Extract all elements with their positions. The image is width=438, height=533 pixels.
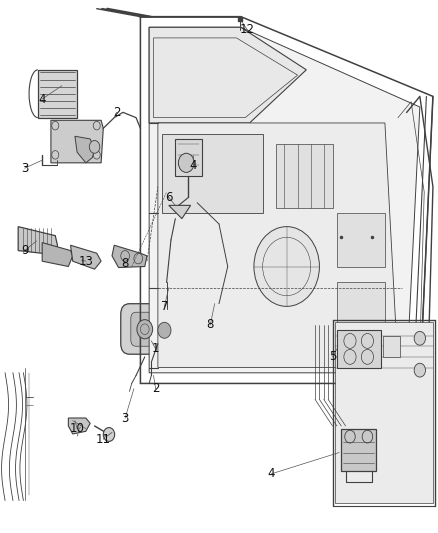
- Text: 8: 8: [207, 319, 214, 332]
- Text: 4: 4: [189, 159, 197, 172]
- Text: 7: 7: [161, 300, 168, 313]
- Polygon shape: [71, 245, 101, 269]
- Text: 3: 3: [21, 161, 28, 175]
- Circle shape: [254, 227, 319, 306]
- FancyBboxPatch shape: [121, 304, 199, 354]
- Polygon shape: [383, 336, 400, 357]
- Circle shape: [178, 154, 194, 172]
- Circle shape: [414, 332, 426, 345]
- Circle shape: [414, 364, 426, 377]
- Text: 2: 2: [113, 106, 120, 119]
- Text: 3: 3: [121, 411, 129, 424]
- Polygon shape: [38, 70, 77, 118]
- Circle shape: [103, 427, 115, 441]
- Polygon shape: [175, 139, 201, 176]
- Text: 11: 11: [96, 433, 111, 446]
- Polygon shape: [75, 136, 95, 163]
- Polygon shape: [337, 330, 381, 368]
- Circle shape: [158, 322, 171, 338]
- Text: 6: 6: [165, 191, 173, 204]
- Polygon shape: [337, 213, 385, 266]
- Polygon shape: [149, 27, 420, 373]
- Text: 1: 1: [152, 342, 159, 356]
- Text: 13: 13: [78, 255, 93, 268]
- Polygon shape: [42, 243, 73, 266]
- Text: 4: 4: [268, 467, 275, 480]
- Circle shape: [89, 141, 100, 154]
- Text: 9: 9: [21, 244, 28, 257]
- Polygon shape: [18, 227, 57, 255]
- Text: 8: 8: [121, 257, 129, 270]
- Circle shape: [137, 320, 152, 339]
- Polygon shape: [112, 245, 147, 268]
- Polygon shape: [169, 205, 191, 219]
- Text: 10: 10: [70, 422, 85, 435]
- Text: 2: 2: [152, 382, 159, 395]
- Text: 4: 4: [39, 93, 46, 106]
- Polygon shape: [337, 282, 385, 330]
- Polygon shape: [276, 144, 332, 208]
- Polygon shape: [158, 123, 398, 368]
- Polygon shape: [51, 120, 103, 163]
- Text: 5: 5: [329, 350, 336, 364]
- Polygon shape: [341, 429, 376, 471]
- Text: 12: 12: [240, 23, 255, 36]
- Polygon shape: [68, 418, 90, 434]
- Polygon shape: [162, 134, 263, 213]
- Polygon shape: [149, 27, 306, 123]
- FancyBboxPatch shape: [131, 312, 185, 346]
- Polygon shape: [335, 322, 433, 503]
